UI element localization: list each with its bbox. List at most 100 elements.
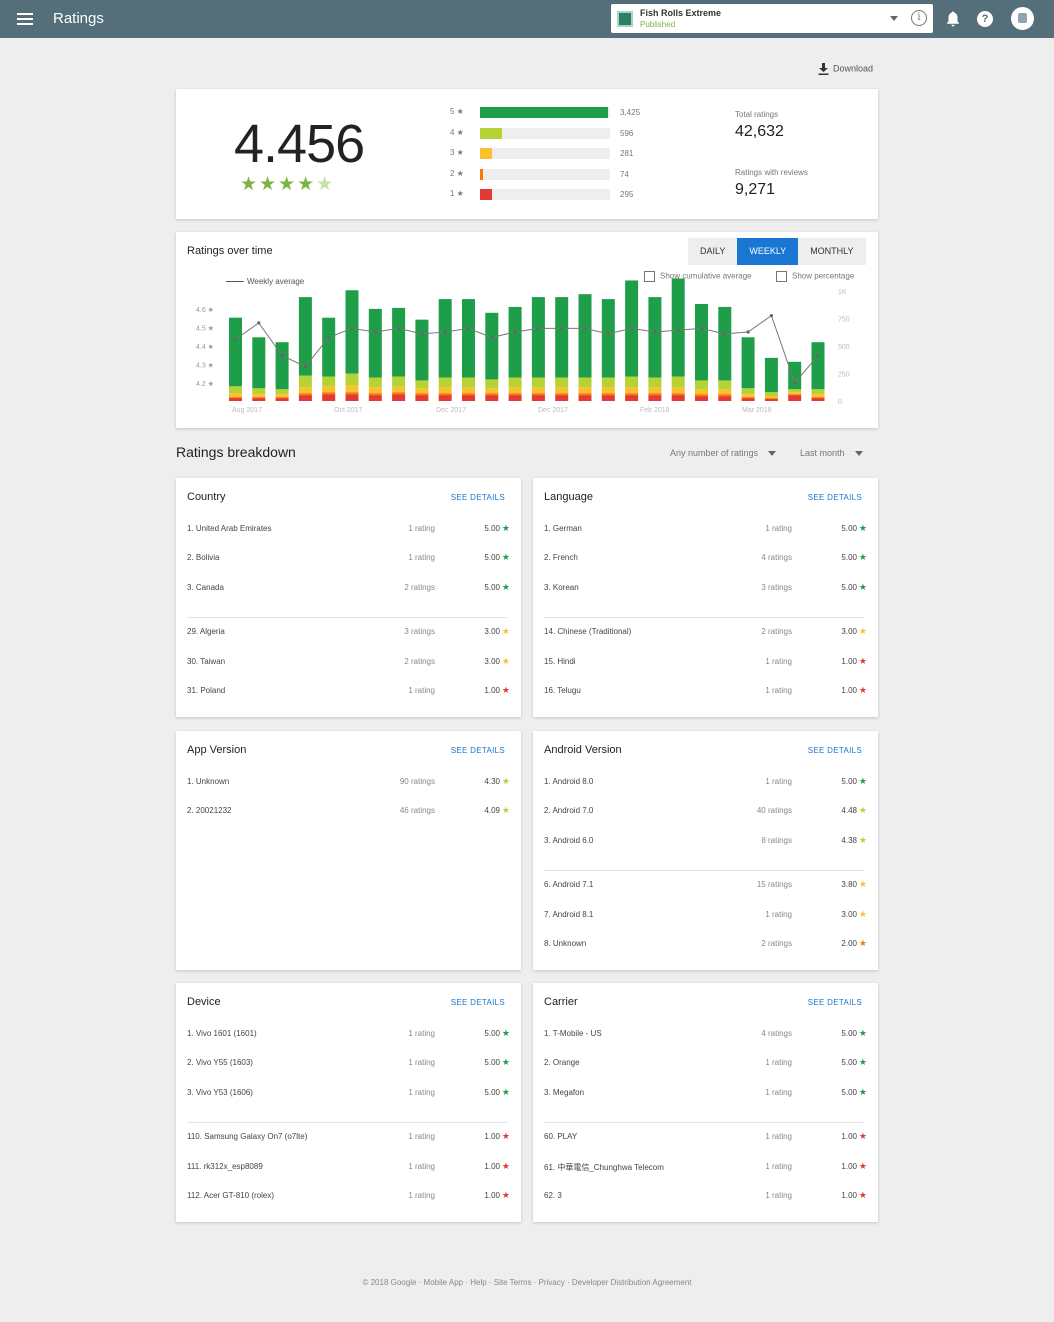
chart-bar-segment bbox=[578, 387, 592, 394]
help-icon[interactable]: ? bbox=[977, 11, 993, 27]
footer-link[interactable]: Site Terms bbox=[493, 1278, 532, 1287]
chart-bar-segment bbox=[811, 389, 825, 395]
chart-bar-segment bbox=[229, 398, 242, 401]
tab-weekly[interactable]: WEEKLY bbox=[737, 238, 799, 265]
list-item-score: 4.38 bbox=[841, 835, 857, 845]
average-point bbox=[490, 335, 494, 340]
list-item-score: 5.00 bbox=[484, 1029, 500, 1038]
tab-monthly[interactable]: MONTHLY bbox=[798, 238, 866, 265]
total-ratings-value: 42,632 bbox=[735, 123, 784, 140]
tab-daily[interactable]: DAILY bbox=[688, 238, 738, 265]
chart-bar-segment bbox=[298, 387, 312, 394]
star-icon: ★ bbox=[501, 655, 510, 666]
ratings-chart: 4.6 ★ 4.5 ★ 4.4 ★ 4.3 ★ 4.2 ★ 1K 750 500 250 0 Aug… bbox=[196, 278, 850, 414]
chart-bar-segment bbox=[415, 388, 429, 394]
see-details-link[interactable]: SEE DETAILS bbox=[807, 493, 862, 502]
footer-link[interactable]: Help bbox=[470, 1278, 487, 1287]
chart-bar-segment bbox=[788, 389, 802, 393]
notifications-icon[interactable] bbox=[946, 11, 960, 27]
histogram-star-label: 3 ★ bbox=[450, 148, 464, 157]
chart-bar-segment bbox=[648, 387, 662, 394]
list-item-count: 1 rating bbox=[408, 524, 435, 533]
list-item-name: 111. rk312x_esp8089 bbox=[187, 1161, 263, 1171]
period-filter[interactable]: Last month bbox=[800, 448, 863, 458]
footer-link[interactable]: Developer Distribution Agreement bbox=[571, 1278, 692, 1287]
see-details-link[interactable]: SEE DETAILS bbox=[450, 493, 505, 502]
list-item: 8. Unknown 2 ratings 2.00 ★ bbox=[544, 938, 867, 953]
chart-bar-segment bbox=[415, 393, 429, 396]
chart-bar-segment bbox=[298, 393, 312, 396]
list-item-name: 8. Unknown bbox=[544, 939, 587, 948]
breakdown-card-title: App Version bbox=[187, 744, 247, 756]
chart-bar-segment bbox=[764, 396, 778, 399]
list-item: 2. French 4 ratings 5.00 ★ bbox=[544, 552, 867, 567]
list-item: 2. Bolivia 1 rating 5.00 ★ bbox=[187, 552, 510, 567]
list-item: 6. Android 7.1 15 ratings 3.80 ★ bbox=[544, 879, 867, 894]
list-item: 1. Android 8.0 1 rating 5.00 ★ bbox=[544, 776, 867, 791]
list-item: 3. Vivo Y53 (1606) 1 rating 5.00 ★ bbox=[187, 1087, 510, 1102]
breakdown-card-app-version: App Version SEE DETAILS 1. Unknown 90 ratin… bbox=[176, 731, 521, 970]
star-icon: ★ bbox=[858, 1028, 867, 1038]
list-item: 1. Unknown 90 ratings 4.30 ★ bbox=[187, 776, 510, 791]
list-item-count: 1 rating bbox=[408, 1132, 435, 1142]
see-details-link[interactable]: SEE DETAILS bbox=[807, 746, 862, 755]
chart-bar-segment bbox=[578, 377, 592, 388]
list-item-count: 1 rating bbox=[765, 1191, 792, 1200]
x-axis-tick-label: Dec 2017 bbox=[436, 407, 466, 414]
breakdown-card-title: Device bbox=[187, 996, 221, 1008]
list-item-score: 3.80 bbox=[841, 880, 857, 890]
star-icon: ★ bbox=[501, 626, 510, 637]
ratings-count-filter[interactable]: Any number of ratings bbox=[670, 448, 777, 458]
see-details-link[interactable]: SEE DETAILS bbox=[450, 998, 505, 1007]
histogram-count: 281 bbox=[620, 149, 634, 158]
average-point bbox=[373, 330, 377, 334]
chart-bar-segment bbox=[368, 377, 382, 388]
chart-bar-segment bbox=[485, 312, 499, 380]
percentage-checkbox[interactable]: Show percentage bbox=[776, 271, 854, 282]
chart-bar-segment bbox=[485, 393, 499, 396]
list-item: 1. Vivo 1601 (1601) 1 rating 5.00 ★ bbox=[187, 1028, 510, 1043]
breakdown-card-title: Carrier bbox=[544, 996, 578, 1008]
footer-link[interactable]: Mobile App bbox=[423, 1278, 464, 1287]
x-axis-tick-label: Oct 2017 bbox=[334, 407, 363, 414]
average-line bbox=[235, 314, 819, 384]
chart-bar-segment bbox=[788, 395, 802, 401]
chart-bar-segment bbox=[601, 299, 615, 378]
list-item-count: 40 ratings bbox=[756, 806, 792, 816]
average-point bbox=[466, 326, 471, 330]
list-item-name: 1. T-Mobile - US bbox=[544, 1029, 602, 1038]
list-item-count: 1 rating bbox=[408, 1087, 435, 1097]
app-status: Published bbox=[640, 20, 676, 29]
list-item-name: 1. German bbox=[544, 524, 582, 533]
list-item: 2. Orange 1 rating 5.00 ★ bbox=[544, 1057, 867, 1072]
list-item-count: 2 ratings bbox=[761, 627, 792, 637]
footer-link[interactable]: Privacy bbox=[538, 1278, 565, 1287]
avatar[interactable] bbox=[1011, 7, 1034, 30]
cumulative-average-checkbox[interactable]: Show cumulative average bbox=[644, 271, 752, 282]
chart-bar-segment bbox=[811, 394, 825, 398]
list-item-name: 1. Vivo 1601 (1601) bbox=[187, 1029, 257, 1038]
see-details-link[interactable]: SEE DETAILS bbox=[450, 746, 505, 755]
download-button[interactable]: Download bbox=[818, 63, 873, 75]
list-item-count: 2 ratings bbox=[404, 656, 435, 666]
info-icon[interactable]: i bbox=[911, 10, 927, 26]
page-title: Ratings bbox=[53, 10, 104, 27]
see-details-link[interactable]: SEE DETAILS bbox=[807, 998, 862, 1007]
chart-bar-segment bbox=[555, 387, 569, 394]
chart-bar-segment bbox=[298, 395, 312, 401]
star-icon: ★ bbox=[858, 1190, 867, 1200]
list-item-count: 1 rating bbox=[765, 1087, 792, 1097]
chart-bar-segment bbox=[764, 398, 778, 400]
menu-icon[interactable] bbox=[17, 13, 33, 25]
legend-line-icon bbox=[226, 281, 244, 283]
chart-bar-segment bbox=[788, 394, 802, 396]
list-item-name: 2. 20021232 bbox=[187, 806, 232, 816]
chart-bar-segment bbox=[298, 375, 312, 388]
reviews-label: Ratings with reviews bbox=[735, 168, 808, 177]
app-selector[interactable]: Fish Rolls Extreme Published i bbox=[611, 4, 933, 33]
breakdown-card-title: Language bbox=[544, 491, 593, 503]
average-point bbox=[327, 335, 331, 340]
breakdown-title: Ratings breakdown bbox=[176, 444, 296, 460]
star-icon: ★ bbox=[858, 655, 867, 666]
star-icon: ★ bbox=[501, 805, 510, 816]
